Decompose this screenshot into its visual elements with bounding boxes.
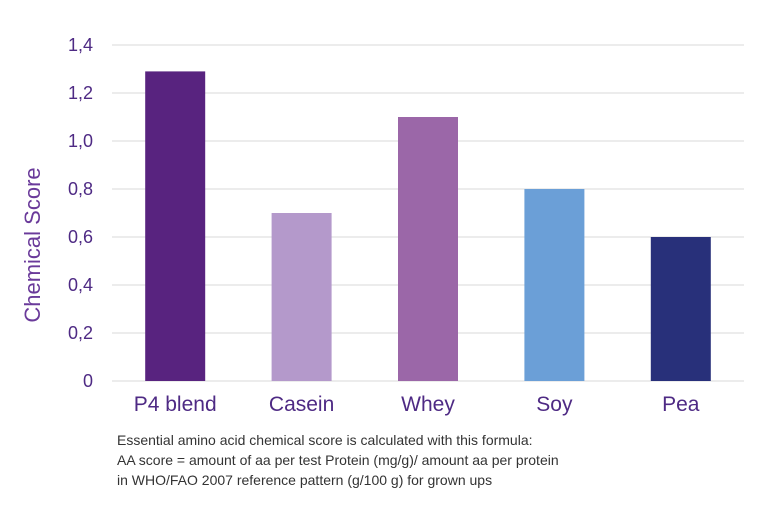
x-category-label: Pea bbox=[662, 393, 700, 416]
y-tick-label: 1,0 bbox=[68, 131, 93, 151]
x-category-label: Casein bbox=[269, 393, 334, 416]
y-tick-label: 1,4 bbox=[68, 35, 93, 55]
y-tick-label: 0,8 bbox=[68, 179, 93, 199]
y-axis-title: Chemical Score bbox=[20, 167, 45, 322]
y-axis-tick-labels: 0 0,2 0,4 0,6 0,8 1,0 1,2 1,4 bbox=[68, 35, 93, 391]
footnote-line-1: Essential amino acid chemical score is c… bbox=[117, 432, 533, 448]
y-tick-label: 0 bbox=[83, 371, 93, 391]
bars bbox=[145, 71, 711, 382]
y-tick-label: 1,2 bbox=[68, 83, 93, 103]
bar-pea bbox=[650, 237, 711, 381]
formula-footnote: Essential amino acid chemical score is c… bbox=[117, 430, 757, 490]
x-category-label: P4 blend bbox=[134, 393, 217, 416]
bar-whey bbox=[398, 117, 458, 381]
x-category-label: Soy bbox=[536, 393, 573, 416]
footnote-line-3: in WHO/FAO 2007 reference pattern (g/100… bbox=[117, 472, 493, 488]
y-tick-label: 0,4 bbox=[68, 275, 93, 295]
x-axis-category-labels: P4 blend Casein Whey Soy Pea bbox=[134, 393, 700, 416]
bar-soy bbox=[524, 189, 585, 381]
y-tick-label: 0,6 bbox=[68, 227, 93, 247]
y-tick-label: 0,2 bbox=[68, 323, 93, 343]
bar-casein bbox=[271, 213, 332, 381]
bar-p4-blend bbox=[145, 71, 206, 382]
x-category-label: Whey bbox=[401, 393, 455, 416]
footnote-line-2: AA score = amount of aa per test Protein… bbox=[117, 452, 559, 468]
